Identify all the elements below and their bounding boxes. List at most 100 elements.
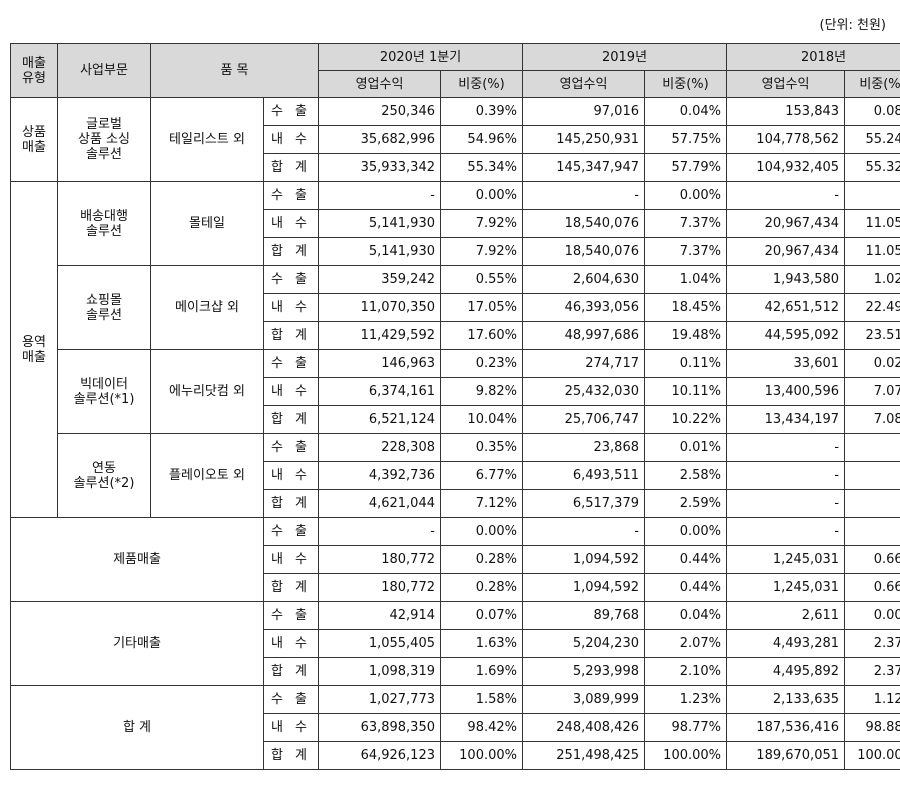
ratio-cell: -	[844, 517, 900, 546]
ratio-cell: 2.07%	[643, 629, 728, 658]
ratio-cell: 54.96%	[440, 125, 523, 154]
direction-cell: 합 계	[263, 237, 319, 266]
header-ratio: 비중(%)	[844, 70, 900, 98]
revenue-cell: 1,027,773	[318, 685, 441, 714]
category-cell: 합 계	[10, 685, 264, 770]
direction-cell: 내 수	[263, 293, 319, 322]
direction-cell: 합 계	[263, 573, 319, 602]
cell-line: 글로벌	[86, 117, 122, 132]
revenue-cell: 25,432,030	[522, 377, 645, 406]
header-period-2019: 2019년	[521, 43, 728, 71]
ratio-cell: 0.66%	[844, 573, 900, 602]
direction-cell: 합 계	[263, 741, 319, 770]
revenue-cell: -	[726, 517, 846, 546]
ratio-cell: 1.02%	[844, 265, 900, 294]
direction-cell: 합 계	[263, 153, 319, 182]
ratio-cell: 100.00%	[440, 741, 523, 770]
direction-cell: 합 계	[263, 489, 319, 518]
revenue-cell: 42,651,512	[726, 293, 846, 322]
direction-cell: 수 출	[263, 433, 319, 462]
ratio-cell: 0.23%	[440, 349, 523, 378]
direction-cell: 수 출	[263, 601, 319, 630]
header-division: 사업부문	[57, 43, 151, 98]
ratio-cell: 0.66%	[844, 545, 900, 574]
ratio-cell: 11.05%	[844, 237, 900, 266]
header-item: 품 목	[150, 43, 319, 98]
table-row: 합 계 1,098,319 1.69% 5,293,998 2.10% 4,495,892…	[11, 657, 900, 686]
revenue-cell: -	[726, 433, 846, 462]
revenue-cell: 104,932,405	[726, 153, 846, 182]
ratio-cell: 0.00%	[643, 517, 728, 546]
revenue-cell: 180,772	[318, 573, 441, 602]
revenue-cell: 64,926,123	[318, 741, 441, 770]
table-row: 내 수 180,772 0.28% 1,094,592 0.44% 1,245,031 0.…	[11, 545, 900, 574]
item-cell: 에누리닷컴 외	[150, 349, 264, 434]
revenue-cell: 13,434,197	[726, 405, 846, 434]
revenue-cell: 42,914	[318, 601, 441, 630]
revenue-cell: 145,347,947	[522, 153, 645, 182]
revenue-cell: 1,245,031	[726, 573, 846, 602]
header-ratio: 비중(%)	[440, 70, 523, 98]
cell-line: 솔루션	[86, 147, 122, 162]
cell-line: 솔루션	[86, 307, 122, 323]
ratio-cell: 7.37%	[643, 237, 728, 266]
division-cell: 빅데이터 솔루션(*1)	[57, 349, 151, 434]
ratio-cell: 57.79%	[643, 153, 728, 182]
cell-line: 매출	[22, 139, 46, 155]
ratio-cell: -	[844, 433, 900, 462]
revenue-cell: 248,408,426	[522, 713, 645, 742]
item-cell: 메이크샵 외	[150, 265, 264, 350]
ratio-cell: -	[844, 181, 900, 210]
revenue-cell: 189,670,051	[726, 741, 846, 770]
revenue-cell: 44,595,092	[726, 321, 846, 350]
revenue-cell: 20,967,434	[726, 237, 846, 266]
category-cell: 기타매출	[10, 601, 264, 686]
revenue-cell: 1,943,580	[726, 265, 846, 294]
division-cell: 쇼핑몰 솔루션	[57, 265, 151, 350]
sales-type-cell: 상품 매출	[10, 97, 58, 182]
table-row: 합 계 64,926,123 100.00% 251,498,425 100.00% 18…	[11, 741, 900, 770]
cell-line: 연동	[92, 460, 116, 476]
direction-cell: 합 계	[263, 321, 319, 350]
direction-cell: 내 수	[263, 545, 319, 574]
item-cell: 플레이오토 외	[150, 433, 264, 518]
revenue-cell: 97,016	[522, 97, 645, 126]
ratio-cell: 0.04%	[643, 97, 728, 126]
revenue-cell: 20,967,434	[726, 209, 846, 238]
cell-line: 배송대행	[80, 208, 128, 224]
ratio-cell: 10.22%	[643, 405, 728, 434]
revenue-cell: 104,778,562	[726, 125, 846, 154]
revenue-cell: -	[318, 181, 441, 210]
division-cell: 글로벌 상품 소싱 솔루션	[57, 97, 151, 182]
cell-line: 빅데이터	[80, 376, 128, 392]
sales-table: 매출 유형 사업부문 품 목 2020년 1분기 2019년 2018년 영업수…	[10, 43, 900, 770]
ratio-cell: 57.75%	[643, 125, 728, 154]
revenue-cell: 251,498,425	[522, 741, 645, 770]
ratio-cell: 0.44%	[643, 573, 728, 602]
ratio-cell: -	[844, 461, 900, 490]
revenue-cell: -	[522, 517, 645, 546]
cell-line: 쇼핑몰	[86, 292, 122, 308]
ratio-cell: 1.04%	[643, 265, 728, 294]
table-row: 내 수 1,055,405 1.63% 5,204,230 2.07% 4,493,281…	[11, 629, 900, 658]
ratio-cell: -	[844, 489, 900, 518]
revenue-cell: 1,094,592	[522, 545, 645, 574]
header-sales-type: 매출 유형	[10, 43, 58, 98]
cell-line: 솔루션(*2)	[73, 475, 135, 491]
header-revenue: 영업수익	[318, 70, 441, 98]
revenue-cell: 145,250,931	[522, 125, 645, 154]
revenue-cell: 146,963	[318, 349, 441, 378]
revenue-cell: 4,392,736	[318, 461, 441, 490]
revenue-cell: -	[726, 181, 846, 210]
revenue-cell: 46,393,056	[522, 293, 645, 322]
revenue-cell: 13,400,596	[726, 377, 846, 406]
division-cell: 연동 솔루션(*2)	[57, 433, 151, 518]
revenue-cell: 359,242	[318, 265, 441, 294]
